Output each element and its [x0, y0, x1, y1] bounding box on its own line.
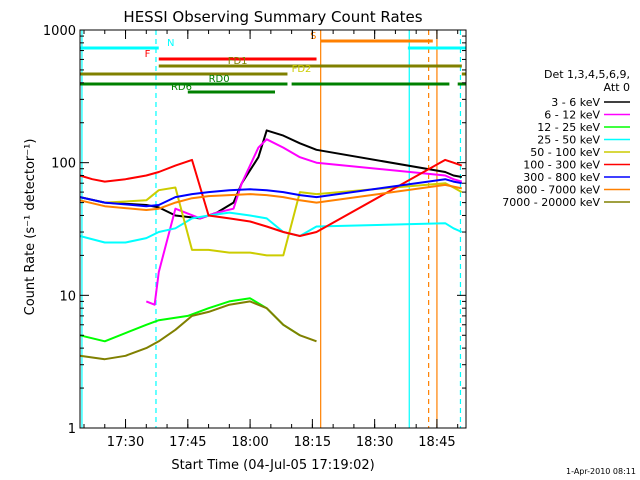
- x-tick-label-4: 18:30: [356, 435, 393, 450]
- series-line-5: [79, 158, 463, 237]
- y-axis-label: Count Rate (s⁻¹ detector⁻¹): [23, 139, 38, 316]
- x-tick-label-5: 18:45: [418, 435, 455, 450]
- footer-timestamp: 1-Apr-2010 08:11: [566, 467, 636, 476]
- legend-label-5: 100 - 300 keV: [523, 159, 600, 172]
- series-line-3: [79, 211, 463, 244]
- flag-label-rd0: RD0: [209, 74, 230, 85]
- series-line-7: [79, 183, 463, 211]
- plot-area: N S F FD1 FD2 RD0 RD6 1 10 100 1000 17:30 17:45 18:00…: [43, 24, 467, 450]
- legend-label-1: 6 - 12 keV: [544, 109, 600, 122]
- x-tick-label-2: 18:00: [231, 435, 268, 450]
- x-axis-label: Start Time (04-Jul-05 17:19:02): [171, 458, 374, 473]
- legend-label-0: 3 - 6 keV: [551, 96, 600, 109]
- y-tick-label-2: 100: [51, 157, 76, 172]
- legend-title-line-1: Det 1,3,4,5,6,9,: [544, 68, 630, 81]
- y-tick-label-0: 1: [68, 422, 76, 437]
- legend-label-7: 800 - 7000 keV: [516, 184, 600, 197]
- series-line-2: [79, 297, 301, 343]
- flag-label-rd6: RD6: [171, 82, 192, 93]
- x-tick-label-1: 17:45: [169, 435, 206, 450]
- flag-label-fd2: FD2: [292, 64, 312, 75]
- legend-label-6: 300 - 800 keV: [523, 171, 600, 184]
- legend-title-line-2: Att 0: [604, 81, 630, 94]
- y-tick-label-1: 10: [59, 289, 76, 304]
- plot-frame: [79, 29, 467, 429]
- legend-label-4: 50 - 100 keV: [530, 146, 600, 159]
- legend-label-3: 25 - 50 keV: [537, 134, 600, 147]
- flag-label-f: F: [145, 49, 151, 60]
- x-tick-label-0: 17:30: [107, 435, 144, 450]
- series-line-4: [79, 182, 463, 257]
- y-tick-label-3: 1000: [43, 24, 76, 39]
- x-tick-label-3: 18:15: [294, 435, 331, 450]
- flag-label-n: N: [167, 38, 174, 49]
- legend-label-2: 12 - 25 keV: [537, 121, 600, 134]
- series-line-1: [145, 138, 463, 306]
- series-line-6: [79, 178, 462, 208]
- legend-label-8: 7000 - 20000 keV: [502, 196, 600, 209]
- series-line-8: [79, 300, 317, 361]
- flag-label-s: S: [310, 31, 316, 42]
- chart-title: HESSI Observing Summary Count Rates: [123, 8, 422, 26]
- flag-label-fd1: FD1: [228, 56, 248, 67]
